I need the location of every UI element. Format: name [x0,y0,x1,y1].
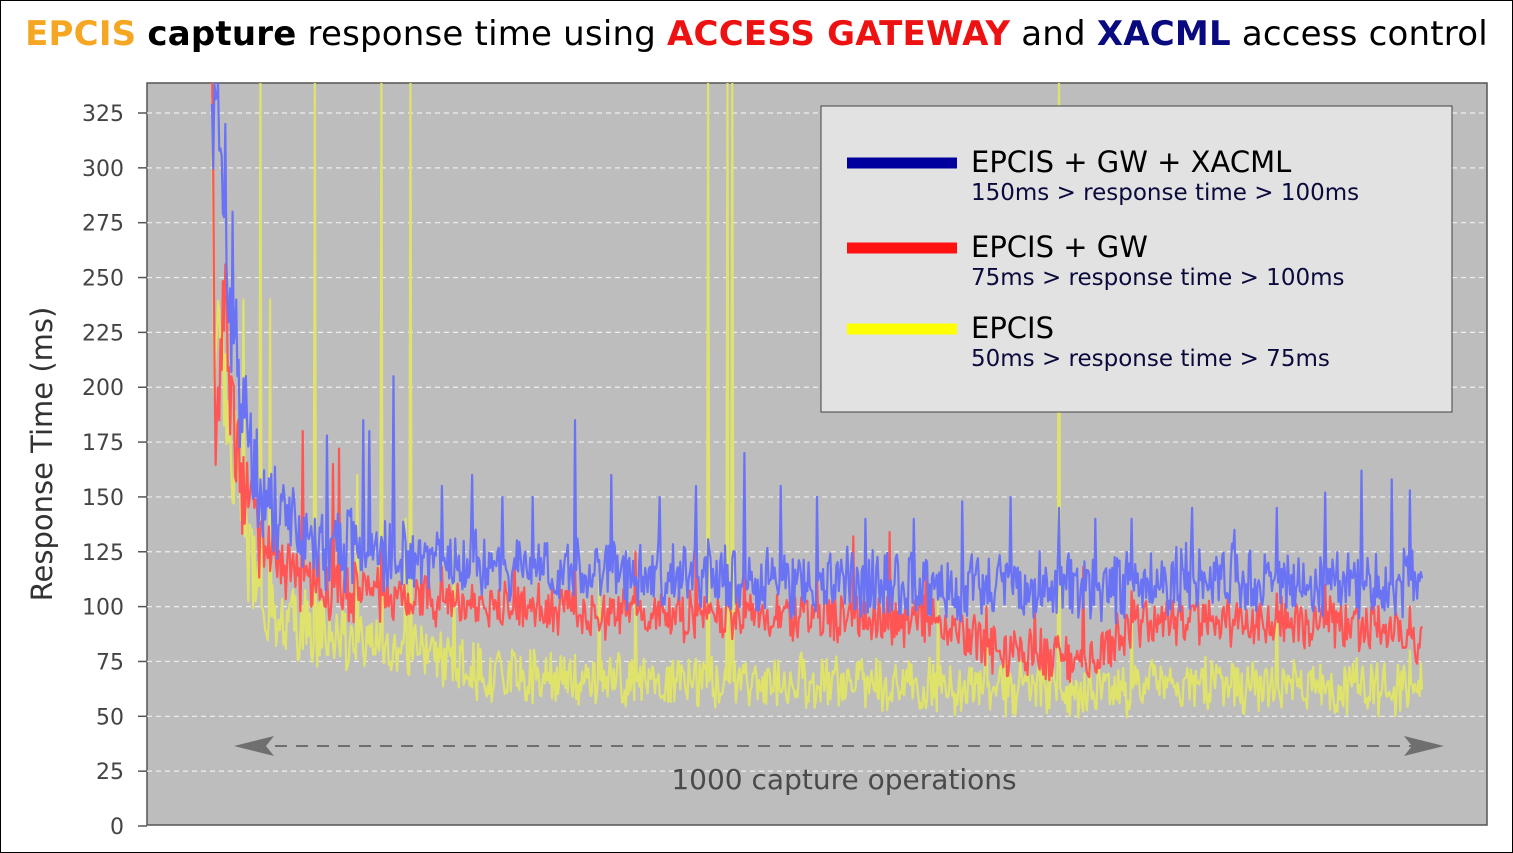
legend-series-note: 50ms > response time > 75ms [971,346,1330,372]
series-line [210,83,1424,719]
legend-series-name: EPCIS [971,311,1054,345]
annotation-group: 1000 capture operations [234,736,1444,796]
y-tick-label: 275 [82,212,124,237]
series-line [210,83,1424,625]
legend-series-note: 150ms > response time > 100ms [971,180,1359,206]
legend-box [820,105,1453,413]
y-tick-label: 25 [96,760,124,785]
legend-series-note: 75ms > response time > 100ms [971,265,1344,291]
y-tick-label: 325 [82,102,124,127]
annotation-arrow-left-head [234,736,274,756]
y-tick-label: 150 [82,486,124,511]
y-tick-label: 175 [82,431,124,456]
legend-series-name: EPCIS + GW [971,230,1148,264]
title-part-epcis: EPCIS [25,14,137,54]
y-tick-label: 50 [96,705,124,730]
y-axis-label: Response Time (ms) [25,307,59,602]
title-part-xacml: XACML [1096,14,1231,54]
series-layer [210,83,1424,719]
y-tick-label: 100 [82,596,124,621]
legend-series-name: EPCIS + GW + XACML [971,145,1291,179]
y-tick-label: 250 [82,267,124,292]
y-tick-label: 0 [110,815,124,840]
y-tick-label: 200 [82,376,124,401]
title-part-and: and [1021,14,1086,54]
chart-title: EPCIS capture response time using ACCESS… [0,14,1513,54]
annotation-arrow-right-head [1404,736,1444,756]
y-tick-label: 300 [82,157,124,182]
y-axis: 0 25 50 75 100 125 150 175 200 225 250 275 300 325 [82,102,147,840]
y-tick-label: 225 [82,321,124,346]
title-part-access-control: access control [1241,14,1488,54]
title-part-response: response time using [307,14,657,54]
y-tick-label: 75 [96,650,124,675]
title-part-gateway: ACCESS GATEWAY [667,14,1011,54]
title-part-capture: capture [147,14,297,54]
y-tick-label: 125 [82,541,124,566]
annotation-label: 1000 capture operations [671,763,1016,796]
